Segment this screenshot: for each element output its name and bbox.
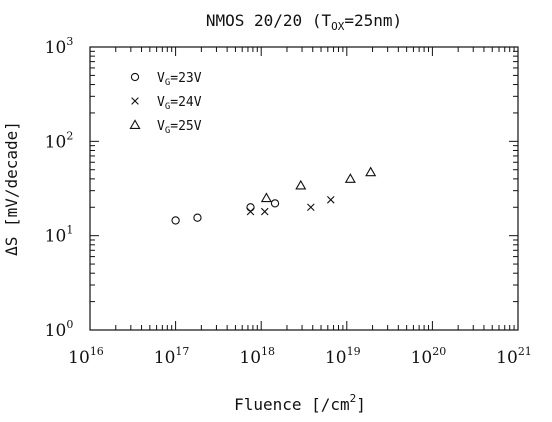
x-tick-base: 10 [411, 348, 433, 368]
y-tick-exponent: 3 [66, 35, 73, 48]
x-axis-label: Fluence [/cm2] [234, 392, 366, 414]
legend-label: VG=24V [157, 95, 202, 112]
data-point-triangle [295, 179, 307, 190]
x-axis-title-superscript: 2 [350, 392, 357, 405]
data-point-x [307, 203, 315, 212]
x-tick-labels: 1016 1017 1018 1019 1020 1021 [68, 345, 532, 368]
minor-ticks [90, 47, 518, 330]
x-tick-label: 1018 [239, 345, 275, 368]
x-axis-title-tail: ] [356, 395, 366, 414]
legend-label-tail: =23V [170, 71, 201, 86]
marker-stroke [131, 97, 139, 105]
y-tick-label: 103 [45, 35, 74, 58]
marker-stroke [307, 203, 315, 212]
x-tick-exponent: 16 [90, 345, 104, 358]
major-ticks [89, 46, 519, 331]
x-axis-title: Fluence [/cm2] [234, 392, 366, 414]
marker-stroke [326, 196, 335, 204]
title-tail: =25nm) [344, 11, 402, 30]
title-text: NMOS 20/20 (TOX=25nm) [206, 11, 402, 33]
legend-label-subscript: G [165, 126, 170, 136]
title-main: NMOS 20/20 (T [206, 11, 332, 30]
data-markers [171, 166, 377, 225]
legend-label-subscript: G [165, 102, 170, 112]
x-tick-exponent: 17 [175, 345, 189, 358]
title-subscript: OX [331, 20, 345, 33]
legend-label-main: V [157, 71, 165, 86]
legend-item: VG=24V [131, 95, 202, 112]
x-tick-base: 10 [239, 348, 261, 368]
x-tick-base: 10 [496, 348, 518, 368]
legend-marker-circle [130, 72, 140, 82]
y-tick-exponent: 2 [66, 129, 73, 142]
legend-label-tail: =24V [170, 95, 201, 110]
y-tick-base: 10 [45, 38, 67, 58]
data-point-circle [270, 199, 280, 208]
data-point-triangle [260, 192, 272, 203]
x-tick-label: 1016 [68, 345, 104, 368]
y-tick-base: 10 [45, 321, 67, 341]
marker-stroke [260, 207, 269, 216]
marker-stroke [246, 207, 255, 216]
y-tick-base: 10 [45, 227, 67, 247]
x-tick-label: 1021 [496, 345, 532, 368]
x-tick-base: 10 [325, 348, 347, 368]
legend-item: VG=25V [129, 119, 202, 136]
data-point-triangle [365, 166, 377, 177]
x-tick-label: 1020 [411, 345, 447, 368]
legend-label-tail: =25V [170, 119, 201, 134]
x-axis-title-main: Fluence [/cm [234, 395, 350, 414]
data-point-x [326, 196, 335, 204]
data-point-circle [171, 216, 180, 225]
legend-label-main: V [157, 119, 165, 134]
y-tick-base: 10 [45, 132, 67, 152]
data-point-x [246, 207, 255, 216]
y-axis-title: ΔS [mV/decade] [2, 121, 21, 256]
y-tick-exponent: 1 [66, 224, 73, 237]
chart-title: NMOS 20/20 (TOX=25nm) [206, 11, 402, 33]
data-point-x [260, 207, 269, 216]
legend-label-subscript: G [165, 78, 170, 88]
y-axis-label: ΔS [mV/decade] [2, 121, 21, 256]
legend-label-main: V [157, 95, 165, 110]
x-tick-base: 10 [154, 348, 176, 368]
legend-marker-triangle [129, 119, 141, 129]
x-tick-base: 10 [68, 348, 90, 368]
x-tick-label: 1017 [154, 345, 190, 368]
x-tick-exponent: 21 [518, 345, 532, 358]
data-point-triangle [344, 173, 356, 183]
legend-label: VG=23V [157, 71, 202, 88]
y-tick-label: 100 [45, 318, 74, 341]
y-tick-label: 101 [45, 224, 74, 247]
legend-item: VG=23V [130, 71, 202, 88]
y-tick-exponent: 0 [66, 318, 73, 331]
legend-label: VG=25V [157, 119, 202, 136]
x-tick-exponent: 20 [432, 345, 446, 358]
x-tick-exponent: 19 [347, 345, 361, 358]
data-point-circle [193, 213, 202, 222]
x-tick-exponent: 18 [261, 345, 275, 358]
y-tick-label: 102 [45, 129, 74, 152]
x-tick-label: 1019 [325, 345, 361, 368]
legend-marker-x [131, 97, 139, 105]
plot-frame [89, 46, 519, 331]
